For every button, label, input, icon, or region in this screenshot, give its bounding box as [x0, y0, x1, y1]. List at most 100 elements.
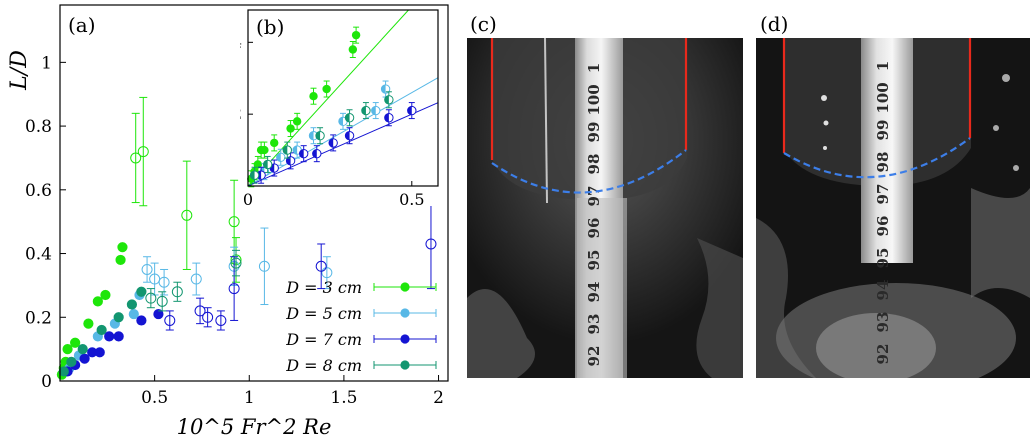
ruler-digit: 1 [874, 61, 892, 71]
inset-chart-ticks: 0 0.5 0.2 0.4 [240, 32, 425, 206]
main-chart-ticks: 0.5 1 1.5 2 0 0.2 0.4 0.6 0.8 1 [25, 53, 444, 408]
panel-label-d: (d) [760, 12, 789, 36]
inset-data-point-2 [276, 152, 286, 162]
legend-label: D = 7 cm [285, 330, 362, 349]
inset-data-point-3 [384, 113, 394, 123]
inset-data-point-3 [285, 156, 296, 166]
y-tick-label: 0.6 [25, 181, 52, 201]
legend-marker [400, 334, 410, 344]
inset-x-tick-label: 0 [243, 190, 253, 206]
data-point-4 [126, 299, 138, 310]
x-tick-label: 0.5 [141, 388, 168, 408]
data-point-2 [190, 273, 202, 285]
data-point-3 [79, 353, 90, 364]
data-point-3 [425, 238, 437, 250]
data-point-3 [104, 331, 115, 342]
data-point-2 [321, 267, 333, 279]
y-tick-label: 0.2 [25, 308, 52, 328]
x-tick-label: 1 [244, 388, 255, 408]
data-point-1 [137, 146, 149, 158]
data-point-1 [181, 209, 193, 221]
inset-data-point-1 [348, 45, 358, 54]
ruler-digit: 98 [874, 152, 892, 173]
ruler-scale: 1 100 99 98 97 96 95 94 93 92 [585, 63, 603, 367]
x-tick-label: 1.5 [330, 388, 357, 408]
ruler-digit: 97 [874, 184, 892, 205]
ruler-digit: 95 [585, 250, 603, 271]
data-point-4 [145, 292, 157, 304]
x-axis-label: 10^5 Fr^2 Re [177, 415, 332, 439]
data-point-3 [136, 315, 147, 326]
data-point-1 [92, 296, 103, 307]
inset-data-point-1 [286, 124, 295, 133]
inset-data-point-3 [298, 148, 309, 159]
legend-label: D = 5 cm [285, 304, 362, 323]
photo-c: 1 100 99 98 97 96 95 94 93 92 [467, 38, 743, 378]
main-chart: 0.5 1 1.5 2 0 0.2 0.4 0.6 0.8 1 (a) L/D 10^5 Fr^2… [7, 4, 449, 439]
data-point-1 [130, 152, 142, 164]
data-point-3 [194, 305, 206, 317]
inset-chart-frame [247, 9, 439, 187]
ruler-digit: 94 [585, 282, 603, 303]
ruler-digit: 99 [874, 120, 892, 141]
data-point-3 [94, 347, 105, 358]
inset-data-point-2 [380, 84, 391, 94]
inset-data-point-3 [312, 148, 322, 159]
ruler-scale: 1 100 99 98 97 96 95 94 93 92 [874, 61, 892, 365]
data-point-1 [62, 344, 73, 355]
ruler-digit: 92 [874, 344, 892, 365]
data-point-1 [100, 289, 111, 301]
y-tick-label: 0.8 [25, 117, 52, 137]
inset-x-tick-label: 0.5 [399, 190, 424, 206]
data-point-1 [83, 318, 94, 329]
inset-data-point-4 [282, 145, 293, 155]
ruler-digit: 98 [585, 154, 603, 175]
panel-label-b: (b) [256, 15, 284, 39]
data-point-2 [258, 260, 270, 272]
inset-chart-background [240, 6, 440, 206]
inset-data-point-4 [384, 95, 394, 105]
y-tick-label: 0.4 [25, 245, 52, 265]
inset-chart-marks [247, 9, 439, 188]
data-point-4 [156, 295, 168, 307]
main-chart-frame [59, 4, 449, 382]
data-point-2 [141, 263, 153, 275]
inset-data-point-1 [260, 145, 269, 155]
data-point-4 [77, 344, 88, 355]
data-point-3 [113, 331, 124, 342]
inset-data-point-4 [361, 105, 371, 116]
inset-chart: 0 0.5 0.2 0.4 (b) [240, 6, 440, 206]
inset-data-point-1 [270, 138, 279, 148]
panel-label-c: (c) [470, 12, 497, 36]
y-axis-label: L/D [7, 50, 32, 91]
legend-label: D = 8 cm [285, 356, 362, 375]
inset-y-tick-label: 0.4 [240, 32, 242, 51]
data-point-1 [117, 242, 128, 253]
data-point-2 [158, 276, 170, 288]
legend-label: D = 3 cm [285, 278, 362, 297]
inset-data-point-4 [315, 131, 325, 141]
data-point-3 [153, 308, 164, 320]
y-tick-label: 1 [41, 53, 52, 73]
x-tick-label: 2 [433, 388, 444, 408]
legend-marker [400, 360, 410, 370]
inset-data-point-4 [344, 113, 355, 123]
data-point-1 [115, 254, 126, 266]
data-point-4 [66, 356, 77, 367]
ruler-digit: 1 [585, 63, 603, 73]
ruler-digit: 92 [585, 346, 603, 367]
data-point-4 [171, 286, 183, 298]
inset-data-point-1 [309, 92, 318, 101]
ruler-digit: 94 [874, 280, 892, 301]
inset-data-point-1 [322, 84, 331, 94]
fit-line [247, 9, 409, 187]
data-point-4 [113, 312, 124, 323]
legend-marker [400, 282, 410, 292]
data-point-4 [58, 366, 69, 377]
data-point-2 [128, 308, 139, 320]
inset-data-point-2 [371, 105, 381, 116]
fit-line [247, 102, 439, 187]
data-point-1 [70, 337, 81, 348]
data-point-3 [164, 314, 176, 326]
legend-marker [400, 308, 410, 318]
